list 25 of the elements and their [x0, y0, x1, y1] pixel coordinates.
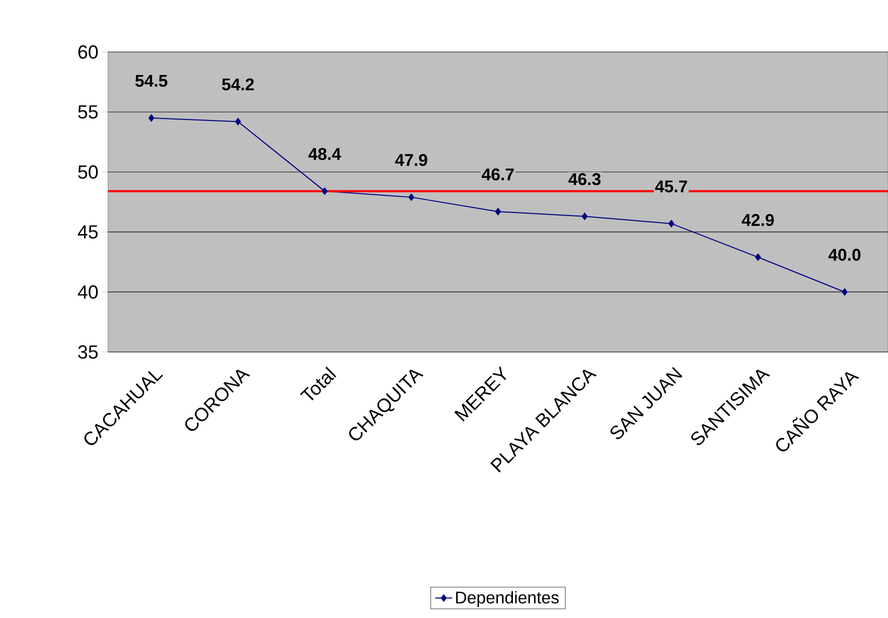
y-tick-label: 45 [78, 225, 98, 239]
text: 48.4 [308, 148, 342, 160]
text: 46.7 [482, 168, 514, 180]
point [495, 208, 501, 216]
point [408, 193, 414, 201]
point [582, 212, 588, 220]
text: 45.7 [655, 180, 688, 192]
y-tick-label: 40 [78, 285, 98, 299]
point [755, 253, 761, 261]
text: 54.5 [135, 74, 168, 87]
text: 42.9 [742, 214, 774, 226]
legend-label: Dependientes [456, 591, 559, 607]
text: 47.9 [395, 154, 428, 166]
text: 54.2 [222, 78, 254, 90]
y-tick-label: 50 [78, 165, 98, 179]
text: 40.0 [828, 248, 860, 261]
point [322, 187, 328, 195]
y-tick-label: 35 [78, 345, 98, 359]
point [842, 288, 848, 296]
point [235, 118, 241, 126]
point [148, 114, 154, 122]
y-tick-label: 60 [78, 45, 98, 59]
text: 46.3 [568, 173, 601, 186]
y-tick-label: 55 [78, 105, 98, 119]
point [668, 220, 674, 228]
